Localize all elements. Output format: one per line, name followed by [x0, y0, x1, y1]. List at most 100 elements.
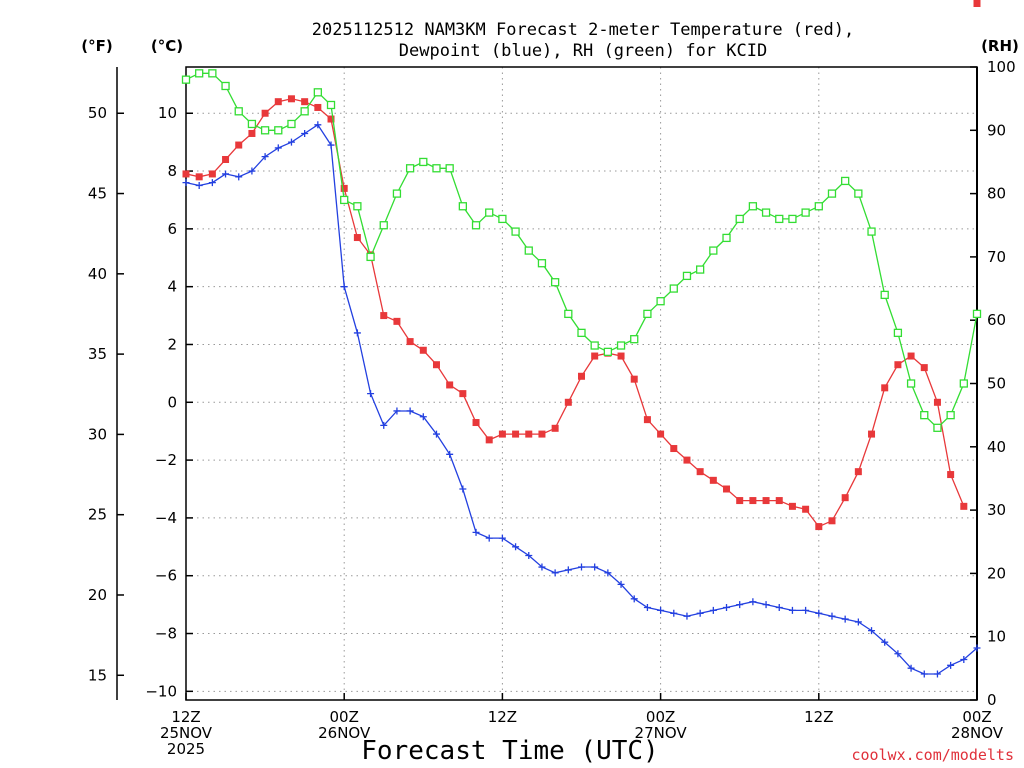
dewpoint-point [407, 407, 414, 414]
dewpoint-point [789, 607, 796, 614]
celsius-tick-label: −8 [155, 625, 177, 643]
rh-point [828, 190, 835, 197]
rh-point [644, 310, 651, 317]
rh-point [974, 310, 981, 317]
dewpoint-point [736, 601, 743, 608]
dewpoint-point [183, 179, 190, 186]
dewpoint-point [842, 616, 849, 623]
celsius-tick-label: 0 [167, 393, 177, 411]
temperature-point [736, 497, 743, 504]
dewpoint-point [565, 566, 572, 573]
rh-point [446, 165, 453, 172]
rh-point [960, 380, 967, 387]
temperature-point [855, 468, 862, 475]
temperature-point [459, 390, 466, 397]
chart-title-line-2: Dewpoint (blue), RH (green) for KCID [399, 41, 767, 61]
x-tick-label: 12Z [488, 708, 517, 726]
plot-frame [186, 67, 977, 700]
dewpoint-point [473, 529, 480, 536]
rh-tick-label: 10 [987, 628, 1006, 646]
rh-point [683, 272, 690, 279]
temperature-point [815, 523, 822, 530]
temperature-point [222, 156, 229, 163]
dewpoint-line [186, 125, 977, 674]
temperature-point [934, 399, 941, 406]
dewpoint-point [209, 179, 216, 186]
celsius-unit-label: (°C) [151, 37, 183, 55]
dewpoint-point [328, 142, 335, 149]
celsius-tick-label: 2 [167, 335, 177, 353]
rh-point [275, 127, 282, 134]
rh-point [591, 342, 598, 349]
rh-point [222, 82, 229, 89]
temperature-point [618, 353, 625, 360]
rh-point [354, 203, 361, 210]
temperature-point [631, 376, 638, 383]
temperature-point [868, 431, 875, 438]
temperature-line [186, 99, 964, 527]
temperature-point [947, 471, 954, 478]
celsius-tick-label: −6 [155, 567, 177, 585]
dewpoint-point [749, 598, 756, 605]
temperature-point [486, 436, 493, 443]
dewpoint-point [499, 535, 506, 542]
dewpoint-point [947, 662, 954, 669]
rh-unit-label: (RH) [981, 37, 1019, 55]
temperature-point [565, 399, 572, 406]
x-tick-label: 12Z [804, 708, 833, 726]
rh-point [433, 165, 440, 172]
dewpoint-point [486, 535, 493, 542]
rh-point [604, 348, 611, 355]
rh-point [209, 70, 216, 77]
fahrenheit-tick-label: 35 [88, 345, 107, 363]
temperature-point [828, 517, 835, 524]
temperature-point [723, 486, 730, 493]
rh-point [842, 177, 849, 184]
dewpoint-point [921, 670, 928, 677]
rh-point [736, 215, 743, 222]
dewpoint-point [855, 618, 862, 625]
dewpoint-point [763, 601, 770, 608]
dewpoint-point [367, 390, 374, 397]
temperature-point [697, 468, 704, 475]
temperature-point [552, 425, 559, 432]
rh-point [235, 108, 242, 115]
rh-point [921, 412, 928, 419]
celsius-tick-label: −10 [145, 682, 177, 700]
grid-lines [186, 67, 977, 700]
temperature-point [683, 457, 690, 464]
temperature-point [538, 431, 545, 438]
rh-tick-label: 40 [987, 438, 1006, 456]
rh-point [248, 120, 255, 127]
temperature-point [960, 503, 967, 510]
dewpoint-point [828, 613, 835, 620]
rh-point [934, 424, 941, 431]
temperature-point [301, 98, 308, 105]
x-tick-label: 28NOV [951, 724, 1004, 742]
dewpoint-point [446, 451, 453, 458]
fahrenheit-tick-label: 50 [88, 104, 107, 122]
rh-point [618, 342, 625, 349]
rh-point [314, 89, 321, 96]
temperature-point [512, 431, 519, 438]
dewpoint-point [591, 564, 598, 571]
x-axis-label: Forecast Time (UTC) [361, 736, 658, 766]
rh-point [657, 298, 664, 305]
temperature-point [842, 494, 849, 501]
rh-point [631, 336, 638, 343]
fahrenheit-tick-label: 25 [88, 506, 107, 524]
temperature-point [578, 373, 585, 380]
rh-point [855, 190, 862, 197]
temperature-point [802, 506, 809, 513]
rh-point [789, 215, 796, 222]
rh-point [367, 253, 374, 260]
dewpoint-point [657, 607, 664, 614]
temperature-point [380, 312, 387, 319]
dewpoint-point [802, 607, 809, 614]
rh-point [196, 70, 203, 77]
rh-point [947, 412, 954, 419]
dewpoint-point [683, 613, 690, 620]
rh-point [288, 120, 295, 127]
rh-tick-label: 70 [987, 248, 1006, 266]
temperature-point [209, 170, 216, 177]
